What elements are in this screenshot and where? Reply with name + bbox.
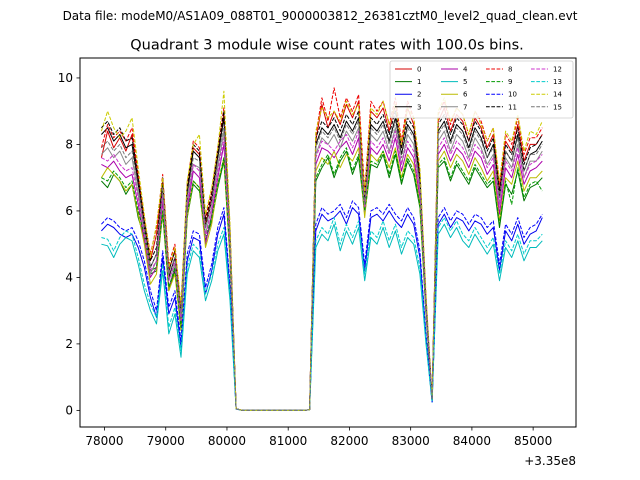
series-line-1 bbox=[101, 150, 543, 411]
legend-box bbox=[389, 60, 574, 119]
legend-label-0: 0 bbox=[417, 66, 421, 74]
legend-label-9: 9 bbox=[508, 78, 512, 86]
y-tick-label: 6 bbox=[65, 204, 73, 218]
legend-label-3: 3 bbox=[417, 103, 421, 111]
legend-label-14: 14 bbox=[553, 91, 562, 99]
series-line-9 bbox=[101, 147, 543, 411]
legend-label-12: 12 bbox=[553, 66, 562, 74]
x-tick-label: 81000 bbox=[269, 434, 307, 448]
y-tick-label: 2 bbox=[65, 337, 73, 351]
series-line-13 bbox=[101, 217, 543, 411]
legend-label-8: 8 bbox=[508, 66, 512, 74]
legend-label-11: 11 bbox=[508, 103, 517, 111]
y-tick-label: 8 bbox=[65, 138, 73, 152]
series-line-10 bbox=[101, 200, 543, 411]
x-tick-label: 84000 bbox=[453, 434, 491, 448]
series-line-12 bbox=[101, 130, 543, 411]
plot-frame bbox=[79, 57, 577, 428]
y-tick-label: 0 bbox=[65, 404, 73, 418]
legend-label-4: 4 bbox=[463, 66, 468, 74]
series-layer bbox=[100, 87, 543, 411]
x-tick-label: 83000 bbox=[392, 434, 430, 448]
legend-label-6: 6 bbox=[463, 91, 468, 99]
legend-label-15: 15 bbox=[553, 103, 562, 111]
legend-label-5: 5 bbox=[463, 78, 467, 86]
series-line-6 bbox=[100, 147, 543, 411]
x-tick-label: 82000 bbox=[330, 434, 368, 448]
y-tick-label: 10 bbox=[58, 71, 73, 85]
series-line-14 bbox=[100, 90, 543, 411]
legend-label-1: 1 bbox=[417, 78, 421, 86]
series-line-7 bbox=[101, 127, 543, 411]
series-line-2 bbox=[101, 207, 543, 411]
x-axis: 78000 79000 80000 81000 82000 83000 84000 85000 bbox=[85, 427, 552, 448]
x-tick-label: 80000 bbox=[208, 434, 246, 448]
series-line-15 bbox=[101, 120, 543, 411]
legend-label-10: 10 bbox=[508, 91, 517, 99]
series-line-5 bbox=[101, 223, 543, 411]
y-axis: 0 2 4 6 8 10 bbox=[58, 71, 80, 418]
legend-label-13: 13 bbox=[553, 78, 562, 86]
x-tick-label: 85000 bbox=[514, 434, 552, 448]
legend-label-2: 2 bbox=[417, 91, 421, 99]
x-tick-label: 79000 bbox=[147, 434, 185, 448]
x-offset-label: +3.35e8 bbox=[524, 454, 576, 468]
y-tick-label: 4 bbox=[65, 271, 73, 285]
suptitle: Data file: modeM0/AS1A09_088T01_90000038… bbox=[63, 9, 578, 23]
legend-label-7: 7 bbox=[463, 103, 467, 111]
x-tick-label: 78000 bbox=[85, 434, 123, 448]
chart-title: Quadrant 3 module wise count rates with … bbox=[130, 38, 524, 54]
